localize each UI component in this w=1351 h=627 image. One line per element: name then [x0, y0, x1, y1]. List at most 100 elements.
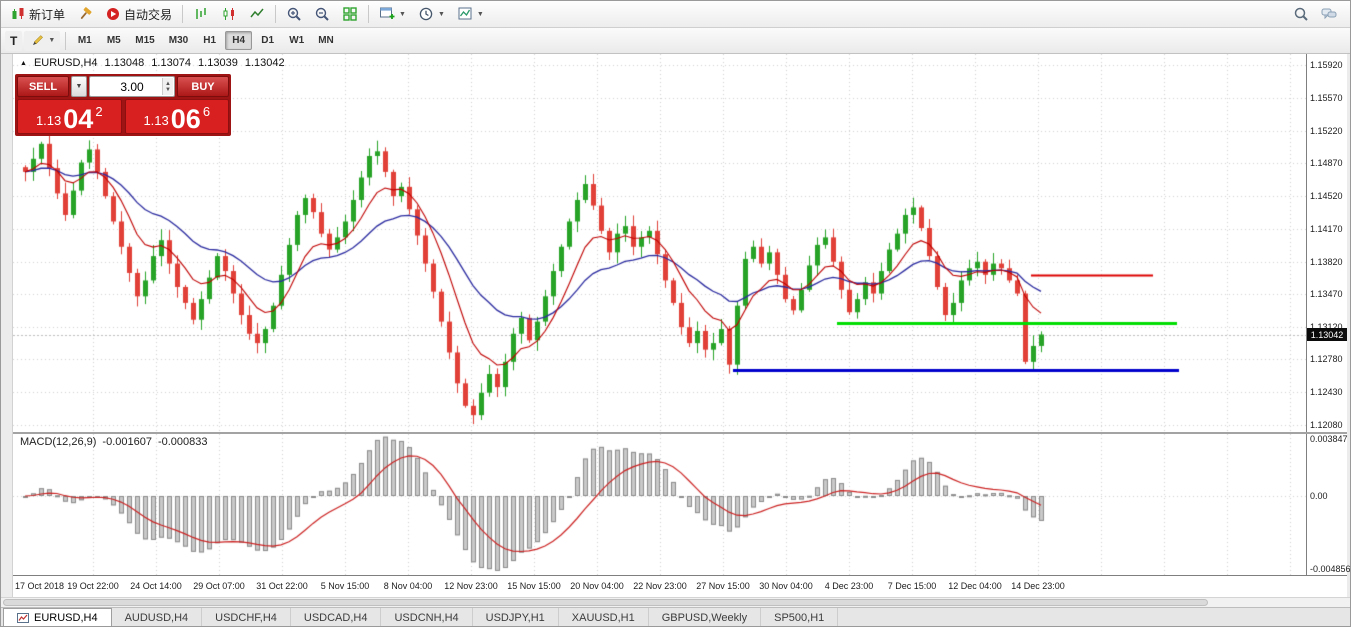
clock-icon [418, 6, 434, 22]
price-axis[interactable]: 1.15920 1.15570 1.15220 1.14870 1.14520 1.141… [1306, 54, 1347, 432]
main-toolbar: 新订单 自动交易 ▼ ▼ ▼ [1, 1, 1350, 28]
timeframe-mn-button[interactable]: MN [312, 31, 340, 50]
time-axis-label: 19 Oct 22:00 [67, 581, 119, 591]
macd-axis-label: -0.004856 [1310, 564, 1351, 574]
new-order-button[interactable]: 新订单 [5, 3, 70, 25]
time-axis-label: 12 Nov 23:00 [444, 581, 498, 591]
templates-button[interactable]: ▼ [452, 3, 489, 25]
sell-price-display[interactable]: 1.13 04 2 [17, 99, 122, 134]
chart-tab-audusd[interactable]: AUDUSD,H4 [112, 608, 203, 626]
draw-tools-button[interactable]: ▼ [24, 30, 61, 51]
period-toolbar: T ▼ M1 M5 M15 M30 H1 H4 D1 W1 MN [1, 28, 1350, 54]
zoom-out-icon [314, 6, 330, 22]
autotrading-label: 自动交易 [124, 7, 173, 22]
chart-line-button[interactable] [244, 3, 270, 25]
template-icon [457, 6, 473, 22]
stepper-down-icon[interactable]: ▼ [165, 86, 171, 93]
time-axis-label: 8 Nov 04:00 [383, 581, 433, 591]
periods-button[interactable]: ▼ [413, 3, 450, 25]
timeframe-m5-button[interactable]: M5 [100, 31, 127, 50]
tile-windows-button[interactable] [337, 3, 363, 25]
hammer-icon [77, 6, 93, 22]
timeframe-m30-button[interactable]: M30 [163, 31, 194, 50]
community-chat-button[interactable] [1316, 3, 1342, 25]
chart-tab-usdcnh[interactable]: USDCNH,H4 [381, 608, 473, 626]
volume-field[interactable]: 3.00 ▲ ▼ [89, 76, 175, 97]
toolbar-separator [65, 31, 67, 50]
time-axis[interactable]: 17 Oct 2018 19 Oct 22:00 24 Oct 14:00 29 Oc… [13, 575, 1347, 597]
pane-resize-handle[interactable] [13, 432, 1347, 434]
price-axis-label: 1.12430 [1310, 386, 1343, 397]
time-axis-label: 17 Oct 2018 [15, 581, 65, 591]
timeframe-m15-button[interactable]: M15 [129, 31, 160, 50]
autotrade-icon [105, 6, 121, 22]
metaeditor-button[interactable] [72, 3, 98, 25]
sell-price-pip-digit: 2 [95, 104, 103, 119]
chart-bars-button[interactable] [188, 3, 214, 25]
magnifier-icon [1293, 6, 1309, 22]
time-axis-label: 5 Nov 15:00 [320, 581, 370, 591]
price-axis-label: 1.15570 [1310, 92, 1343, 103]
chart-tab-label: GBPUSD,Weekly [661, 612, 748, 624]
macd-canvas[interactable] [13, 434, 1308, 575]
macd-axis-label: 0.00 [1310, 491, 1328, 501]
timeframe-w1-button[interactable]: W1 [283, 31, 310, 50]
zoom-out-button[interactable] [309, 3, 335, 25]
price-axis-label: 1.12780 [1310, 354, 1343, 365]
timeframe-m1-button[interactable]: M1 [71, 31, 98, 50]
price-pane: ▲ EURUSD,H4 1.13048 1.13074 1.13039 1.13… [13, 54, 1347, 432]
search-button[interactable] [1288, 3, 1314, 25]
cursor-tool-button[interactable]: T [5, 30, 23, 51]
chart-tab-label: XAUUSD,H1 [571, 612, 635, 624]
buy-button[interactable]: BUY [177, 76, 229, 97]
timeframe-h1-button[interactable]: H1 [196, 31, 223, 50]
one-click-trading-panel: SELL ▼ 3.00 ▲ ▼ BUY 1.13 04 [15, 74, 231, 136]
order-type-dropdown[interactable]: ▼ [71, 76, 87, 97]
autotrading-button[interactable]: 自动交易 [100, 3, 177, 25]
chart-candles-button[interactable] [216, 3, 242, 25]
time-axis-label: 14 Dec 23:00 [1011, 581, 1065, 591]
sell-button[interactable]: SELL [17, 76, 69, 97]
price-axis-label: 1.14870 [1310, 158, 1343, 169]
newchart-icon [379, 6, 395, 22]
sell-price-prefix: 1.13 [35, 113, 62, 128]
time-axis-label: 12 Dec 04:00 [948, 581, 1002, 591]
toolbar-right-group [1288, 3, 1346, 25]
pencil-icon [29, 33, 45, 49]
chart-tab-eurusd[interactable]: EURUSD,H4 [3, 608, 112, 626]
chart-tab-gbpusd[interactable]: GBPUSD,Weekly [649, 608, 762, 626]
dropdown-arrow-icon: ▼ [399, 10, 406, 18]
tile-icon [342, 6, 358, 22]
volume-stepper[interactable]: ▲ ▼ [162, 78, 173, 95]
horizontal-scrollbar[interactable] [1, 597, 1350, 607]
new-chart-button[interactable]: ▼ [374, 3, 411, 25]
chart-tab-xauusd[interactable]: XAUUSD,H1 [559, 608, 649, 626]
chart-tab-label: USDCNH,H4 [394, 612, 459, 624]
time-axis-label: 4 Dec 23:00 [824, 581, 874, 591]
buy-price-display[interactable]: 1.13 06 6 [124, 99, 229, 134]
chart-tabs-bar: EURUSD,H4 AUDUSD,H4 USDCHF,H4 USDCAD,H4 USDC… [1, 607, 1350, 626]
chart-tab-sp500[interactable]: SP500,H1 [761, 608, 839, 626]
chart-tab-label: SP500,H1 [774, 612, 825, 624]
cursor-tool-label: T [10, 33, 18, 48]
chart-tab-usdchf[interactable]: USDCHF,H4 [202, 608, 291, 626]
scrollbar-thumb[interactable] [3, 599, 1208, 606]
chart-tab-usdjpy[interactable]: USDJPY,H1 [473, 608, 559, 626]
toolbar-separator [182, 5, 184, 23]
macd-axis[interactable]: 0.003847 0.00 -0.004856 [1306, 434, 1350, 575]
zoom-in-button[interactable] [281, 3, 307, 25]
chevron-down-icon: ▼ [75, 83, 83, 90]
price-axis-label: 1.15220 [1310, 125, 1343, 136]
timeframe-h4-button[interactable]: H4 [225, 31, 253, 50]
chart-tab-usdcad[interactable]: USDCAD,H4 [291, 608, 382, 626]
volume-value[interactable]: 3.00 [120, 79, 144, 94]
timeframe-d1-button[interactable]: D1 [254, 31, 281, 50]
stepper-up-icon[interactable]: ▲ [165, 80, 171, 87]
chart-window: ▲ EURUSD,H4 1.13048 1.13074 1.13039 1.13… [13, 54, 1350, 597]
macd-axis-label: 0.003847 [1310, 434, 1348, 444]
candles-icon [221, 6, 237, 22]
price-axis-label: 1.12080 [1310, 419, 1343, 430]
toolbar-separator [275, 5, 277, 23]
chat-icon [1321, 6, 1337, 22]
